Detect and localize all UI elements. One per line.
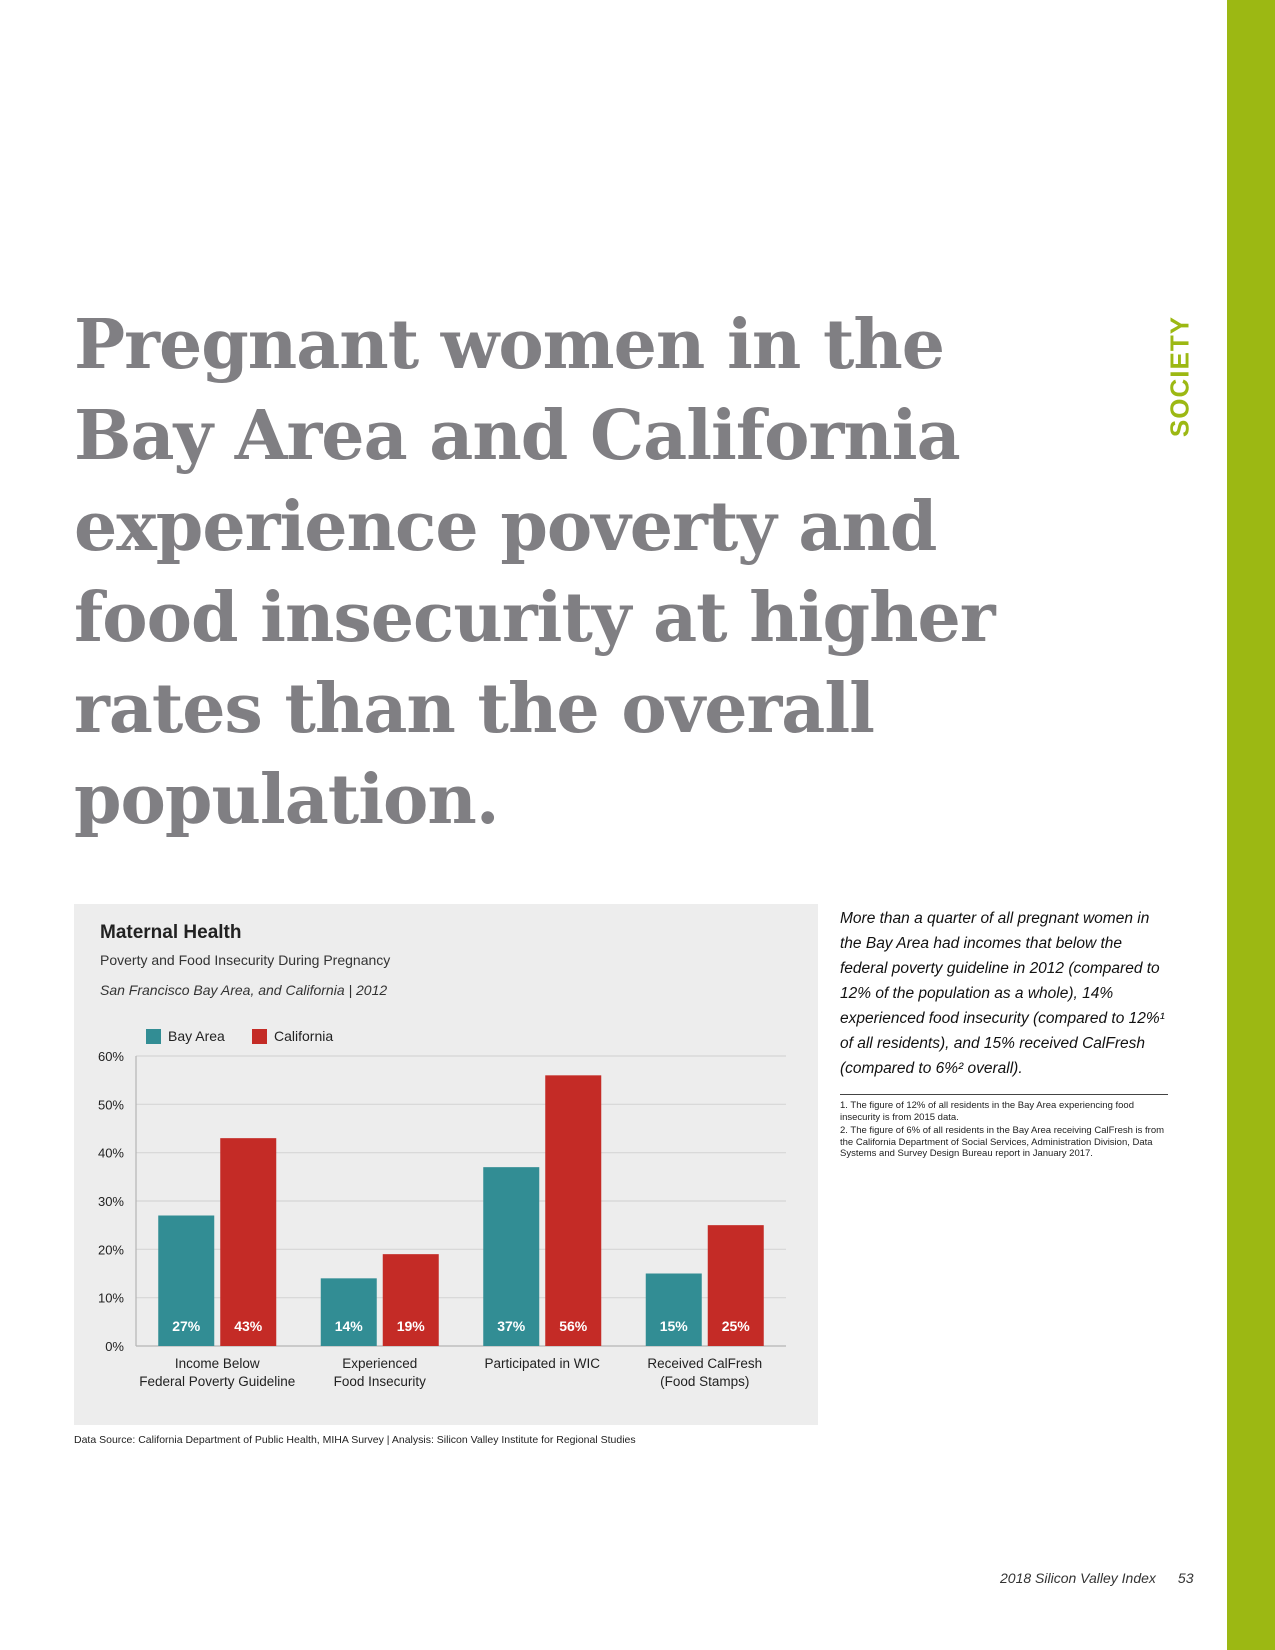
legend-swatch-bay-area — [146, 1028, 161, 1044]
legend-item-california: California — [252, 1028, 333, 1044]
y-tick-label: 50% — [98, 1097, 124, 1112]
y-tick-label: 20% — [98, 1242, 124, 1257]
bar-value-label: 43% — [234, 1318, 263, 1334]
page-number: 53 — [1177, 1570, 1194, 1586]
category-label: Income Below — [175, 1356, 260, 1371]
footer-publication: 2018 Silicon Valley Index — [1000, 1570, 1156, 1586]
bar-bay-area — [320, 1278, 377, 1346]
footnote-divider — [840, 1094, 1168, 1095]
y-tick-label: 10% — [98, 1291, 124, 1306]
bar-california — [545, 1075, 602, 1346]
section-color-bar — [1227, 0, 1275, 1650]
legend-swatch-california — [252, 1028, 267, 1044]
y-tick-label: 30% — [98, 1194, 124, 1209]
legend-item-bay-area: Bay Area — [146, 1028, 225, 1044]
bar-chart: 0% 10% 20% 30% 40% 50% 60% 27% 43% Income Below Fe… — [98, 1049, 786, 1389]
bar-california — [382, 1254, 439, 1346]
bar-bay-area — [158, 1215, 215, 1346]
bar-california — [707, 1225, 764, 1346]
data-source: Data Source: California Department of Pu… — [74, 1434, 636, 1446]
bar-value-label: 14% — [335, 1318, 364, 1334]
page-headline: Pregnant women in the Bay Area and Calif… — [74, 305, 996, 840]
sidebar-body-text: More than a quarter of all pregnant wome… — [840, 910, 1165, 1077]
chart-subtitle: Poverty and Food Insecurity During Pregn… — [100, 952, 391, 968]
page-footer: 2018 Silicon Valley Index 53 — [1000, 1570, 1194, 1586]
category-label: Received CalFresh — [647, 1356, 762, 1371]
chart-panel: Maternal Health Poverty and Food Insecur… — [74, 904, 818, 1425]
chart-title: Maternal Health — [100, 922, 242, 943]
category-label: Participated in WIC — [484, 1356, 600, 1371]
y-tick-label: 0% — [105, 1339, 124, 1354]
bar-value-label: 27% — [172, 1318, 201, 1334]
bar-bay-area — [483, 1167, 540, 1346]
bar-value-label: 56% — [559, 1318, 588, 1334]
bar-california — [220, 1138, 277, 1346]
bar-value-label: 15% — [660, 1318, 689, 1334]
bar-value-label: 25% — [722, 1318, 751, 1334]
legend-label-bay-area: Bay Area — [168, 1028, 225, 1044]
bar-value-label: 37% — [497, 1318, 526, 1334]
category-label: Experienced — [342, 1356, 417, 1371]
footnote-1: 1. The figure of 12% of all residents in… — [840, 1100, 1134, 1123]
footnote-2: 2. The figure of 6% of all residents in … — [840, 1125, 1165, 1159]
legend-label-california: California — [274, 1028, 334, 1044]
section-label: SOCIETY — [1164, 315, 1195, 438]
category-label: Federal Poverty Guideline — [139, 1374, 295, 1389]
footnotes: 1. The figure of 12% of all residents in… — [840, 1100, 1170, 1162]
y-tick-label: 40% — [98, 1146, 124, 1161]
category-label: Food Insecurity — [334, 1374, 427, 1389]
bar-bay-area — [645, 1273, 702, 1346]
chart-scope: San Francisco Bay Area, and California |… — [100, 982, 388, 998]
category-label: (Food Stamps) — [660, 1374, 749, 1389]
bar-value-label: 19% — [397, 1318, 426, 1334]
y-tick-label: 60% — [98, 1049, 124, 1064]
